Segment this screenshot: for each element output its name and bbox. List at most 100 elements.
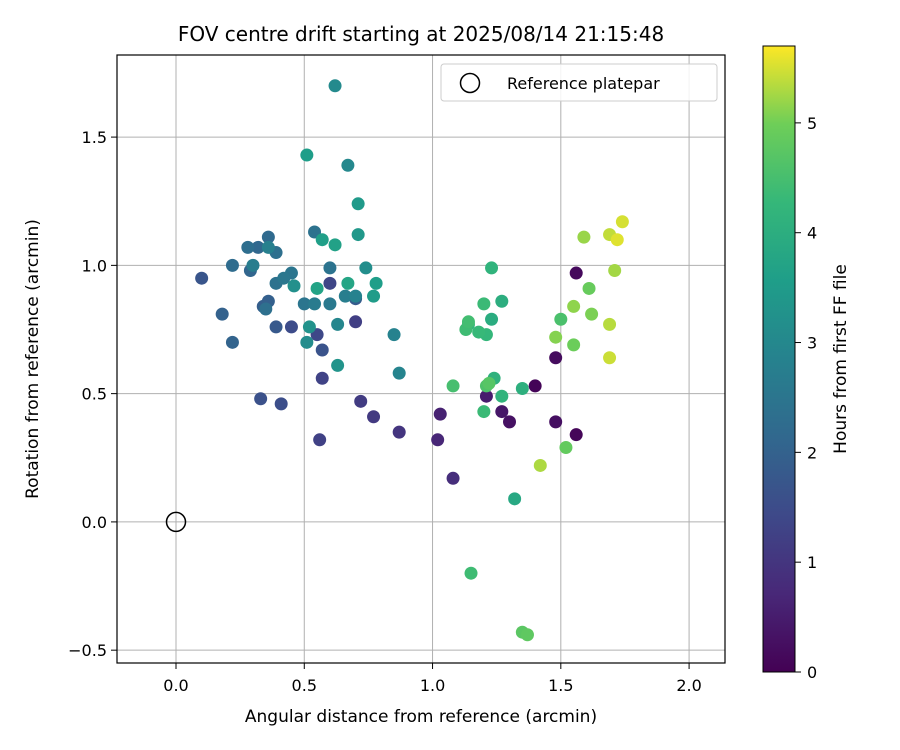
data-point <box>549 351 563 365</box>
data-point <box>461 315 475 329</box>
x-tick-label: 1.5 <box>548 676 573 695</box>
data-point <box>315 343 329 357</box>
data-point <box>274 397 288 411</box>
data-point <box>338 289 352 303</box>
data-point <box>300 335 314 349</box>
data-point <box>259 302 273 316</box>
data-point <box>515 382 529 396</box>
data-point <box>615 215 629 229</box>
x-tick-label: 1.0 <box>420 676 445 695</box>
data-point <box>331 358 345 372</box>
colorbar-tick-label: 2 <box>807 443 817 462</box>
data-point <box>308 297 322 311</box>
data-point <box>323 276 337 290</box>
colorbar-tick-label: 5 <box>807 114 817 133</box>
data-point <box>567 338 581 352</box>
data-point <box>323 261 337 275</box>
legend-marker-icon <box>459 72 481 94</box>
data-point <box>254 392 268 406</box>
data-point <box>520 628 534 642</box>
data-point <box>503 415 517 429</box>
reference-platepar-marker <box>165 511 187 533</box>
colorbar-tick-label: 0 <box>807 663 817 682</box>
data-point <box>277 271 291 285</box>
data-point <box>195 271 209 285</box>
data-point <box>485 312 499 326</box>
data-point <box>464 566 478 580</box>
x-axis-ticks: 0.0 0.5 1.0 1.5 2.0 <box>163 663 702 695</box>
data-point <box>328 79 342 93</box>
data-point <box>341 276 355 290</box>
data-point <box>603 351 617 365</box>
data-point <box>297 297 311 311</box>
data-point <box>528 379 542 393</box>
plot-frame <box>116 54 726 664</box>
data-point <box>554 312 568 326</box>
y-tick-label: 1.5 <box>82 128 107 147</box>
data-point <box>331 317 345 331</box>
x-tick-label: 0.5 <box>292 676 317 695</box>
y-tick-label: 0.0 <box>82 513 107 532</box>
data-point <box>569 428 583 442</box>
data-point <box>367 289 381 303</box>
data-point <box>310 281 324 295</box>
data-point <box>446 379 460 393</box>
data-points <box>195 79 629 642</box>
y-tick-label: −0.5 <box>68 641 107 660</box>
data-point <box>215 307 229 321</box>
data-point <box>610 233 624 247</box>
data-point <box>495 294 509 308</box>
y-axis-label: Rotation from reference (arcmin) <box>23 219 43 499</box>
legend-box <box>440 63 718 102</box>
y-axis-ticks: −0.5 0.0 0.5 1.0 1.5 <box>68 128 117 660</box>
y-tick-label: 1.0 <box>82 256 107 275</box>
data-point <box>485 261 499 275</box>
data-point <box>479 389 493 403</box>
data-point <box>472 325 486 339</box>
data-point <box>351 228 365 242</box>
y-tick-label: 0.5 <box>82 385 107 404</box>
data-point <box>369 276 383 290</box>
data-point <box>261 230 275 244</box>
data-point <box>315 371 329 385</box>
data-point <box>559 441 573 455</box>
colorbar-tick-label: 4 <box>807 224 817 243</box>
colorbar: 0 1 2 3 4 5 Hours from first FF file <box>762 45 851 682</box>
data-point <box>567 299 581 313</box>
chart-title: FOV centre drift starting at 2025/08/14 … <box>178 22 664 46</box>
data-point <box>495 389 509 403</box>
data-point <box>367 410 381 424</box>
data-point <box>241 240 255 254</box>
data-point <box>251 240 265 254</box>
grid-lines <box>117 55 725 663</box>
data-point <box>387 328 401 342</box>
legend: Reference platepar <box>440 63 718 102</box>
data-point <box>482 376 496 390</box>
data-point <box>323 297 337 311</box>
data-point <box>313 433 327 447</box>
data-point <box>341 158 355 172</box>
data-point <box>569 266 583 280</box>
data-point <box>549 330 563 344</box>
data-point <box>433 407 447 421</box>
data-point <box>477 297 491 311</box>
data-point <box>349 315 363 329</box>
data-point <box>261 240 275 254</box>
data-point <box>495 405 509 419</box>
data-point <box>315 233 329 247</box>
data-point <box>585 307 599 321</box>
data-point <box>349 289 363 303</box>
data-point <box>354 394 368 408</box>
data-point <box>302 320 316 334</box>
data-point <box>603 317 617 331</box>
data-point <box>608 263 622 277</box>
data-point <box>351 197 365 211</box>
data-point <box>582 281 596 295</box>
data-point <box>287 279 301 293</box>
data-point <box>533 458 547 472</box>
data-point <box>359 261 373 275</box>
colorbar-tick-label: 3 <box>807 334 817 353</box>
colorbar-label: Hours from first FF file <box>831 264 851 454</box>
data-point <box>269 320 283 334</box>
